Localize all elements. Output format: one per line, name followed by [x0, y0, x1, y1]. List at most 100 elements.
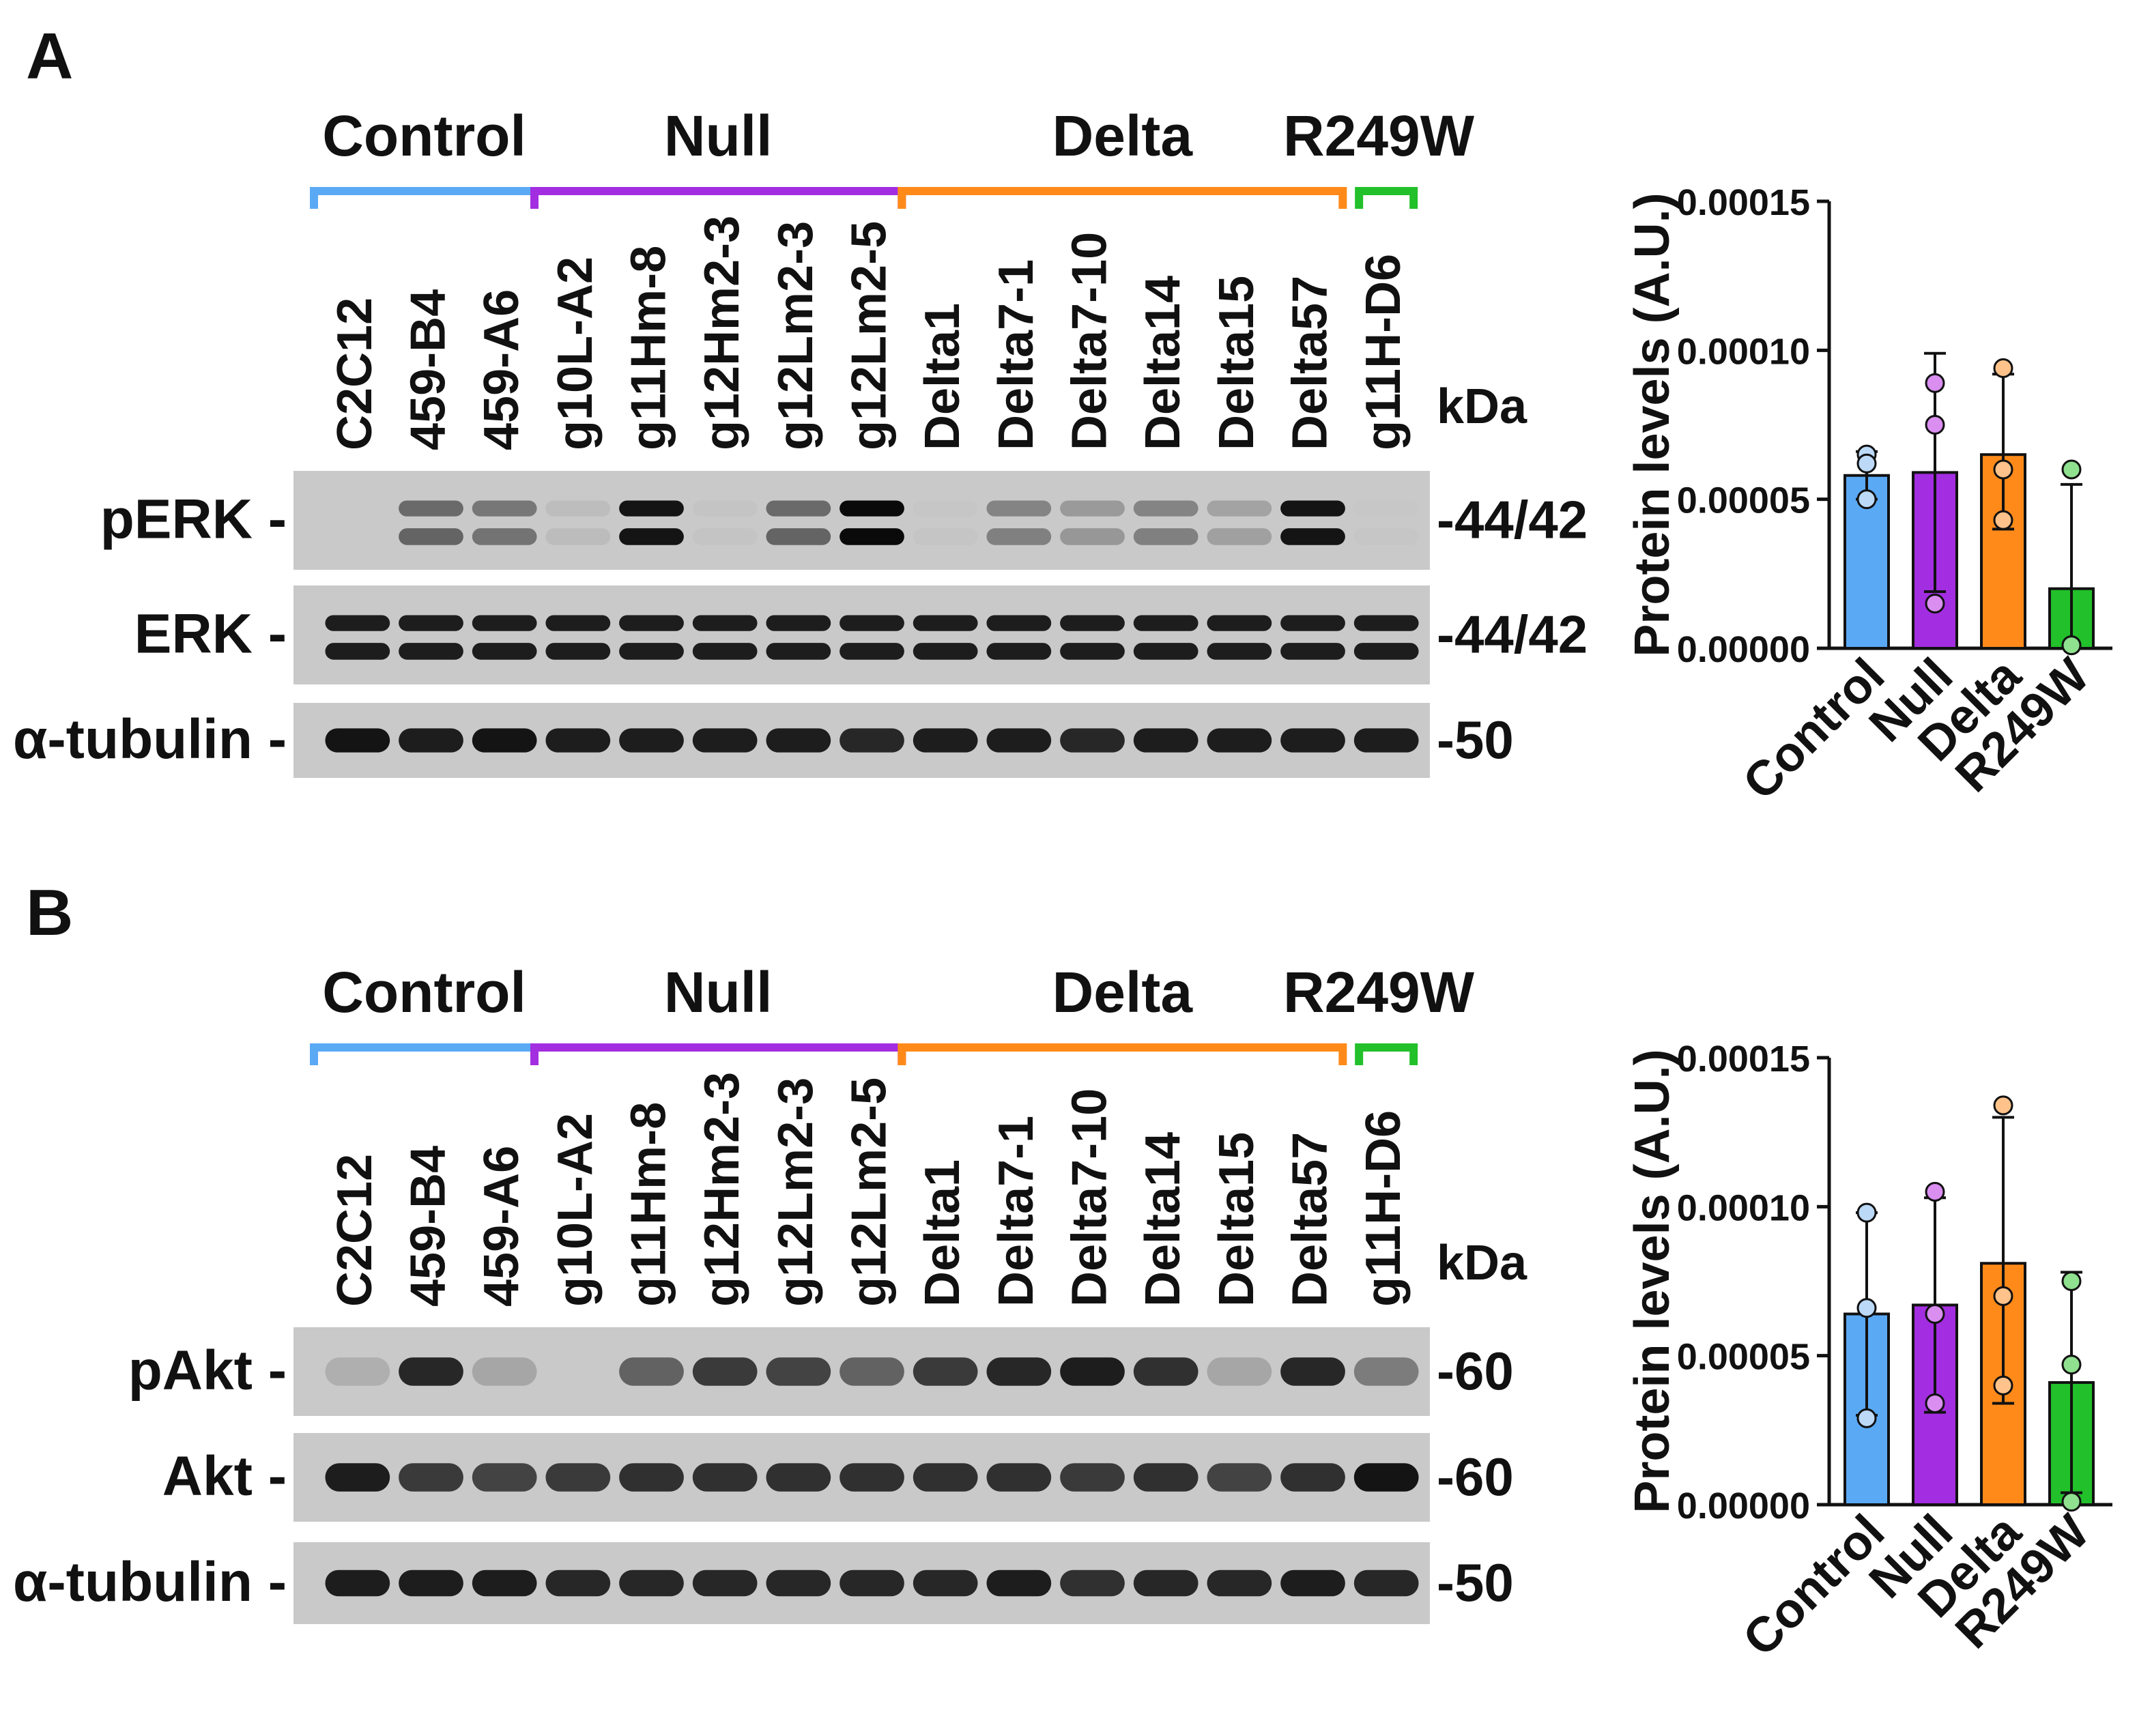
band — [545, 1569, 611, 1597]
band — [840, 1357, 904, 1386]
data-point — [1856, 1202, 1877, 1223]
band-upper — [840, 615, 904, 631]
data-point — [2061, 1492, 2082, 1512]
band — [1207, 1569, 1272, 1597]
band-lower — [1207, 643, 1272, 660]
lane-label: g11H-D6 — [1356, 1110, 1411, 1307]
y-tick-label: 0.00015 — [1677, 1039, 1810, 1080]
band — [840, 728, 904, 753]
y-axis-label: Protein levels (A.U.) — [1625, 192, 1680, 656]
group-label-null: Null — [664, 960, 773, 1024]
band — [399, 1357, 463, 1386]
group-bracket-control — [310, 1043, 539, 1065]
blot-background — [293, 585, 1430, 684]
band-lower — [1280, 528, 1345, 545]
lane-label: Delta57 — [1283, 1132, 1338, 1307]
data-point — [2061, 1271, 2082, 1291]
band — [545, 1463, 611, 1492]
lane-label: Delta7-1 — [989, 259, 1044, 450]
blot-tubulin: α-tubulin - -50 — [13, 1542, 1514, 1624]
blot-label: α-tubulin - — [13, 1551, 287, 1613]
category-label: Control — [1733, 1505, 1895, 1667]
lane-label: Delta1 — [915, 1159, 970, 1307]
band-lower — [692, 528, 758, 545]
data-point — [1993, 1286, 2013, 1306]
blot-erk: ERK - -44/42 — [134, 585, 1588, 684]
data-point — [1993, 459, 2013, 480]
band-lower — [692, 643, 758, 660]
band — [840, 1569, 904, 1597]
band — [1353, 728, 1419, 753]
category-label: Control — [1733, 648, 1895, 811]
band-lower — [1060, 528, 1125, 545]
lane-label: 459-A6 — [474, 1146, 529, 1307]
blot-label: pAkt - — [128, 1340, 287, 1402]
group-bracket-null — [530, 1043, 906, 1065]
band-upper — [1280, 500, 1345, 517]
band — [1133, 1569, 1199, 1597]
band — [986, 1569, 1052, 1597]
band — [1353, 1569, 1419, 1597]
group-label-control: Control — [322, 960, 526, 1024]
data-point — [1856, 1298, 1877, 1318]
band-upper — [399, 500, 463, 517]
lane-label: 459-B4 — [401, 1146, 456, 1307]
blot-kda: -60 — [1437, 1447, 1514, 1507]
lane-label: g12Hm2-3 — [695, 216, 749, 450]
band — [1280, 1357, 1345, 1386]
group-bracket-delta — [898, 187, 1347, 209]
lane-label: C2C12 — [328, 1154, 382, 1307]
data-point — [1993, 358, 2013, 379]
lane-label: g12Lm2-5 — [842, 221, 897, 450]
group-bracket-delta — [898, 1043, 1347, 1065]
y-tick-label: 0.00010 — [1677, 1187, 1810, 1228]
band — [472, 1463, 537, 1492]
blot-label: ERK - — [134, 603, 287, 665]
kda-label: kDa — [1437, 379, 1527, 434]
band-upper — [692, 615, 758, 631]
band-upper — [766, 615, 831, 631]
band — [1207, 728, 1272, 753]
lane-label: 459-B4 — [401, 289, 456, 450]
band — [1207, 1357, 1272, 1386]
band-lower — [1133, 643, 1199, 660]
band-lower — [545, 528, 611, 545]
band-upper — [913, 500, 978, 517]
blot-label: pERK - — [100, 489, 287, 551]
band-upper — [545, 500, 611, 517]
band-lower — [840, 643, 904, 660]
band — [1060, 1569, 1125, 1597]
lane-label: 459-A6 — [474, 289, 529, 450]
blot-label: α-tubulin - — [13, 708, 287, 770]
blot-perk: pERK - -44/42 — [100, 471, 1588, 570]
band-upper — [913, 615, 978, 631]
group-bracket-r249w — [1355, 187, 1418, 209]
band — [1133, 1463, 1199, 1492]
band-lower — [399, 528, 463, 545]
band-upper — [1207, 500, 1272, 517]
band — [913, 728, 978, 753]
data-point — [2061, 635, 2082, 656]
band — [1060, 728, 1125, 753]
band-lower — [325, 643, 390, 660]
band-upper — [325, 615, 390, 631]
kda-label: kDa — [1437, 1236, 1527, 1290]
band — [692, 1357, 758, 1386]
band-upper — [840, 500, 904, 517]
band — [619, 728, 684, 753]
band-upper — [1060, 615, 1125, 631]
band — [325, 1569, 390, 1597]
band-upper — [472, 615, 537, 631]
band-lower — [1207, 528, 1272, 545]
band — [1353, 1357, 1419, 1386]
blot-akt: Akt - -60 — [162, 1433, 1514, 1522]
band-upper — [1280, 615, 1345, 631]
group-label-delta: Delta — [1052, 104, 1194, 168]
band-lower — [913, 643, 978, 660]
band — [545, 728, 611, 753]
band — [472, 728, 537, 753]
band — [766, 1357, 831, 1386]
band — [986, 728, 1052, 753]
